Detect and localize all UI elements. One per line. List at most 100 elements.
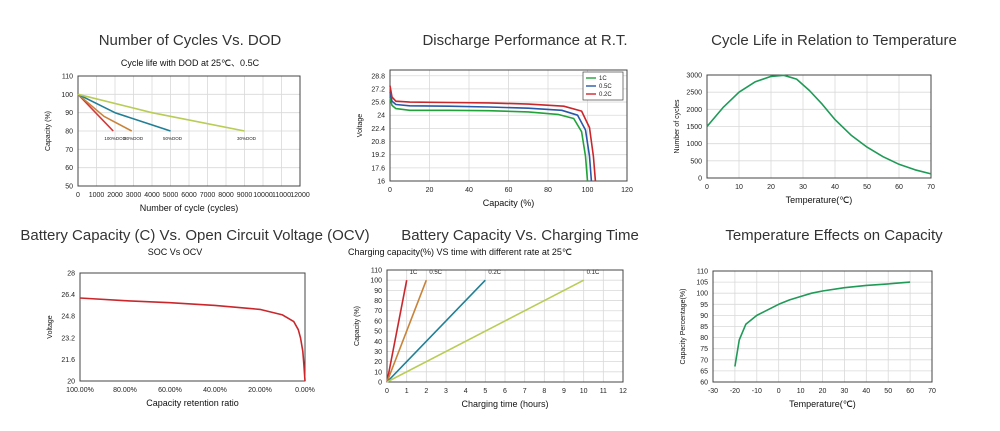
y-tick-label: 85 (700, 324, 708, 331)
y-tick-label: 27.2 (371, 86, 385, 93)
chart-panel-dod: Number of Cycles Vs. DOD Cycle life with… (0, 0, 330, 215)
series-label: 80%DOD (124, 136, 144, 141)
chart-title: Temperature Effects on Capacity (725, 227, 943, 244)
x-tick-label: 100.00% (66, 387, 94, 394)
series-line (389, 96, 589, 182)
y-tick-label: 105 (696, 280, 708, 287)
y-axis-label: Number of cycles (674, 99, 681, 154)
y-tick-label: 75 (700, 346, 708, 353)
x-tick-label: 60 (895, 184, 903, 191)
x-tick-label: 10000 (253, 192, 273, 199)
x-tick-label: 8 (542, 388, 546, 395)
y-tick-label: 100 (696, 291, 708, 298)
chart-subtitle: Charging capacity(%) VS time with differ… (347, 247, 573, 257)
plot-frame (79, 272, 306, 382)
y-tick-label: 16 (377, 179, 385, 186)
plot-frame (386, 269, 624, 383)
chart-title: Number of Cycles Vs. DOD (98, 32, 282, 49)
y-tick-label: 2500 (686, 90, 702, 97)
x-tick-label: 11000 (272, 192, 291, 199)
x-tick-label: 9000 (237, 192, 253, 199)
series-line (77, 93, 114, 132)
y-tick-label: 90 (65, 110, 73, 117)
y-tick-label: 30 (374, 349, 382, 356)
chart-panel-temp-capacity: Temperature Effects on Capacity -30 -20 -1… (668, 215, 1000, 431)
series-line (734, 281, 911, 367)
y-tick-label: 20.8 (371, 139, 385, 146)
y-tick-label: 110 (62, 74, 73, 81)
y-tick-label: 90 (700, 313, 708, 320)
x-tick-label: 80.00% (113, 387, 137, 394)
y-tick-label: 60 (374, 318, 382, 325)
series-line (706, 74, 932, 175)
x-tick-label: 70 (928, 388, 936, 395)
x-tick-label: 70 (927, 184, 935, 191)
x-tick-label: -10 (752, 388, 762, 395)
chart-panel-charging: Battery Capacity Vs. Charging Time Charg… (335, 215, 665, 431)
x-tick-label: 40 (862, 388, 870, 395)
y-tick-label: 23.2 (61, 335, 75, 342)
y-tick-label: 90 (374, 288, 382, 295)
x-tick-label: 60 (906, 388, 914, 395)
x-axis-label: Number of cycle (cycles) (140, 203, 239, 213)
legend-label: 0.5C (599, 84, 612, 90)
chart-panel-discharge: Discharge Performance at R.T. 0 20 40 60 80 1… (335, 0, 665, 215)
x-tick-label: 3 (444, 388, 448, 395)
y-axis-label: Capacity Percentage(%) (680, 289, 687, 365)
series-line (386, 279, 428, 383)
y-tick-label: 24 (377, 113, 385, 120)
y-tick-label: 500 (690, 158, 702, 165)
x-tick-label: 0 (388, 187, 392, 194)
x-tick-label: 10 (797, 388, 805, 395)
series-line (77, 93, 133, 132)
x-tick-label: -30 (708, 388, 718, 395)
x-tick-label: 10 (735, 184, 743, 191)
chart-svg-discharge: 0 20 40 60 80 100 120 16 17.6 19.2 20.8 22.4 24 25.6 2… (357, 69, 633, 208)
chart-svg-temp-capacity: -30 -20 -10 0 10 20 30 40 50 60 70 60 65 70 75 80 85 90 95… (680, 269, 936, 410)
series-line (386, 279, 585, 383)
series-label: 30%DOD (237, 136, 257, 141)
series-line (77, 93, 171, 132)
y-axis-label: Capacity (%) (45, 111, 52, 151)
x-tick-label: 6000 (181, 192, 197, 199)
y-tick-label: 70 (65, 147, 73, 154)
y-tick-label: 24.8 (61, 314, 75, 321)
x-tick-label: 0 (705, 184, 709, 191)
x-tick-label: 40.00% (203, 387, 227, 394)
x-tick-label: 80 (544, 187, 552, 194)
x-tick-label: 2000 (107, 192, 123, 199)
x-axis-label: Capacity (%) (483, 198, 535, 208)
legend-label: 0.2C (599, 92, 612, 98)
x-tick-label: 40 (831, 184, 839, 191)
y-tick-label: 40 (374, 339, 382, 346)
series-label: 1C (410, 270, 418, 276)
plot-frame (77, 75, 301, 187)
y-tick-label: 10 (374, 369, 382, 376)
x-tick-label: 10 (580, 388, 588, 395)
plot-frame (389, 69, 628, 182)
y-tick-label: 80 (700, 335, 708, 342)
series-line (386, 279, 486, 383)
x-tick-label: 6 (503, 388, 507, 395)
y-tick-label: 50 (374, 329, 382, 336)
y-tick-label: 70 (700, 357, 708, 364)
y-tick-label: 1000 (686, 141, 702, 148)
y-tick-label: 100 (370, 278, 382, 285)
x-tick-label: 40 (465, 187, 473, 194)
y-tick-label: 28 (67, 271, 75, 278)
y-tick-label: 95 (700, 302, 708, 309)
y-tick-label: 50 (65, 184, 73, 191)
x-tick-label: 2 (424, 388, 428, 395)
y-tick-label: 60 (700, 380, 708, 387)
y-tick-label: 65 (700, 368, 708, 375)
x-tick-label: 7000 (200, 192, 216, 199)
x-tick-label: 20 (767, 184, 775, 191)
x-tick-label: 5000 (163, 192, 179, 199)
y-tick-label: 80 (374, 298, 382, 305)
chart-panel-cycle-temp: Cycle Life in Relation to Temperature 0 1… (668, 0, 1000, 215)
x-tick-label: 8000 (218, 192, 234, 199)
x-tick-label: 60.00% (158, 387, 182, 394)
y-tick-label: 19.2 (371, 152, 385, 159)
y-tick-label: 0 (378, 380, 382, 387)
x-tick-label: 1 (405, 388, 409, 395)
